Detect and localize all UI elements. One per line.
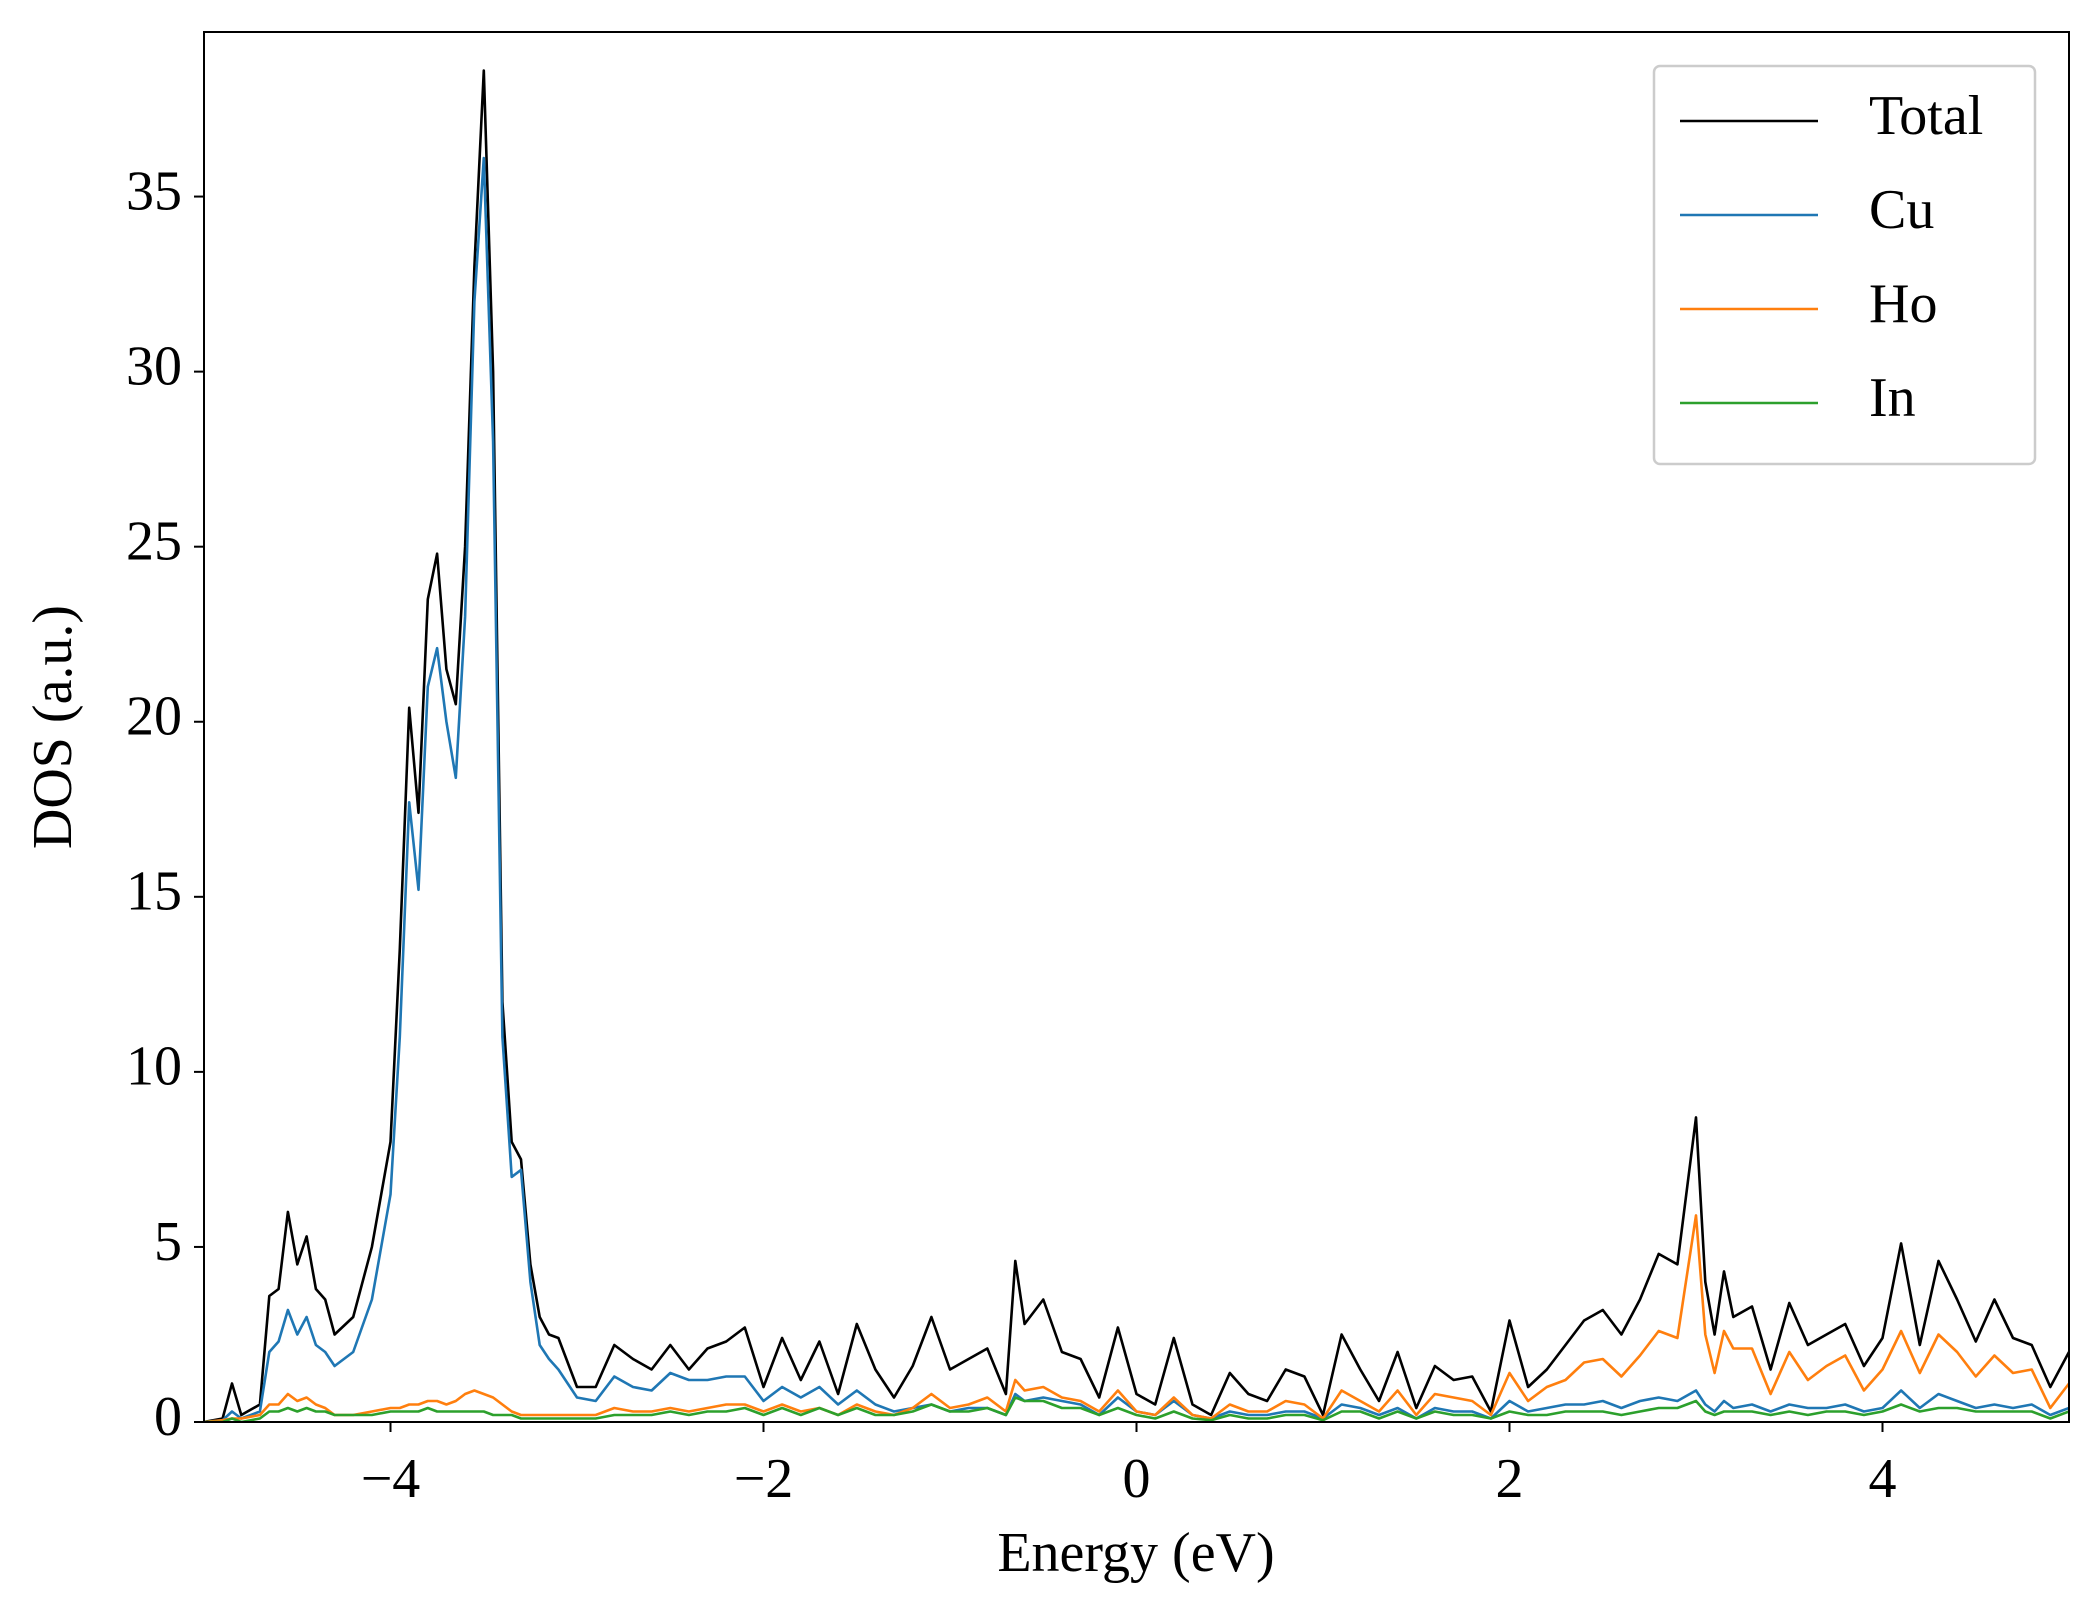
series-line — [204, 156, 2069, 1422]
legend-label: Total — [1869, 85, 1983, 147]
series-line — [204, 1396, 2069, 1422]
y-tick-label: 15 — [126, 861, 182, 923]
legend-label: In — [1869, 367, 1916, 429]
y-tick-label: 30 — [126, 335, 182, 397]
x-tick-label: −4 — [361, 1448, 421, 1510]
x-tick-label: 4 — [1869, 1448, 1897, 1510]
y-tick-label: 10 — [126, 1036, 182, 1098]
x-tick-label: −2 — [734, 1448, 794, 1510]
x-tick-label: 0 — [1123, 1448, 1151, 1510]
series-line — [204, 69, 2069, 1422]
series-line — [204, 1214, 2069, 1422]
y-tick-label: 5 — [154, 1211, 182, 1273]
legend-label: Cu — [1869, 179, 1934, 241]
legend-label: Ho — [1869, 273, 1937, 335]
x-tick-label: 2 — [1496, 1448, 1524, 1510]
x-axis-label: Energy (eV) — [997, 1522, 1274, 1584]
plot-frame — [203, 31, 2070, 1423]
y-axis-label: DOS (a.u.) — [22, 605, 84, 849]
y-tick-label: 0 — [154, 1386, 182, 1448]
plot-lines — [204, 69, 2069, 1422]
y-tick-label: 25 — [126, 511, 182, 573]
y-tick-label: 35 — [126, 160, 182, 222]
y-tick-label: 20 — [126, 686, 182, 748]
legend-box — [1652, 64, 2037, 466]
